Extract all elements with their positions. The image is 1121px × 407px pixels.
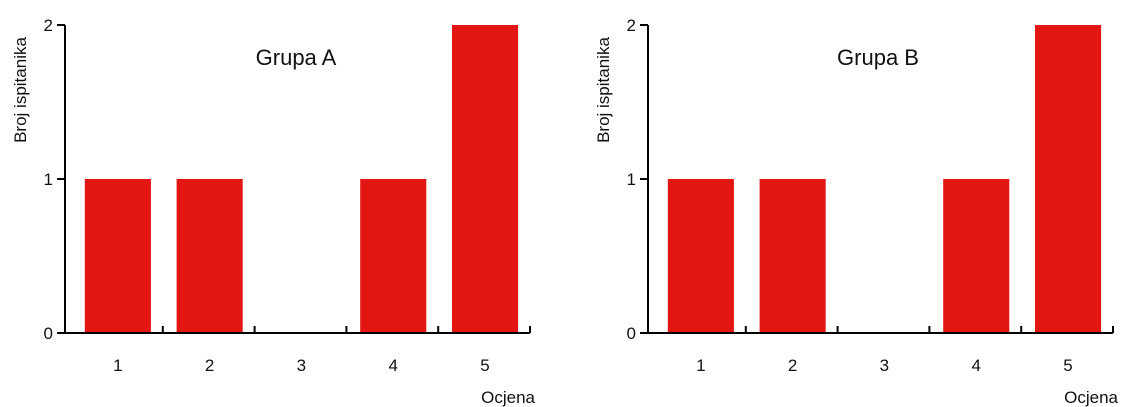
y-tick-label: 1	[627, 170, 636, 189]
x-tick-label: 5	[480, 356, 489, 375]
x-tick-label: 1	[696, 356, 705, 375]
x-tick-label: 4	[388, 356, 397, 375]
chart-grupa-a: 0 1 2 1 2 3 4 5 Grupa A Ocjena Broj ispitanika	[11, 16, 536, 407]
bar-5	[452, 25, 519, 333]
chart-title: Grupa A	[256, 45, 337, 70]
bar-1	[667, 179, 734, 333]
chart-grupa-b: 0 1 2 1 2 3 4 5 Grupa B Ocjena Broj ispitanika	[594, 16, 1119, 407]
x-tick-label: 3	[297, 356, 306, 375]
y-axis-label: Broj ispitanika	[11, 37, 30, 143]
x-tick-label: 3	[880, 356, 889, 375]
chart-title: Grupa B	[837, 45, 919, 70]
bar-2	[759, 179, 826, 333]
x-axis-label: Ocjena	[481, 388, 535, 407]
x-tick-label: 2	[788, 356, 797, 375]
x-axis-label: Ocjena	[1064, 388, 1118, 407]
x-tick-label: 2	[205, 356, 214, 375]
bar-2	[176, 179, 243, 333]
bar-4	[360, 179, 427, 333]
x-tick-label: 4	[971, 356, 980, 375]
y-axis-label: Broj ispitanika	[594, 37, 613, 143]
bar-5	[1035, 25, 1102, 333]
y-tick-label: 2	[627, 16, 636, 35]
bar-1	[84, 179, 151, 333]
y-tick-label: 1	[44, 170, 53, 189]
x-tick-label: 5	[1063, 356, 1072, 375]
y-tick-label: 2	[44, 16, 53, 35]
bar-4	[943, 179, 1010, 333]
y-tick-label: 0	[627, 324, 636, 343]
y-tick-label: 0	[44, 324, 53, 343]
x-tick-label: 1	[113, 356, 122, 375]
